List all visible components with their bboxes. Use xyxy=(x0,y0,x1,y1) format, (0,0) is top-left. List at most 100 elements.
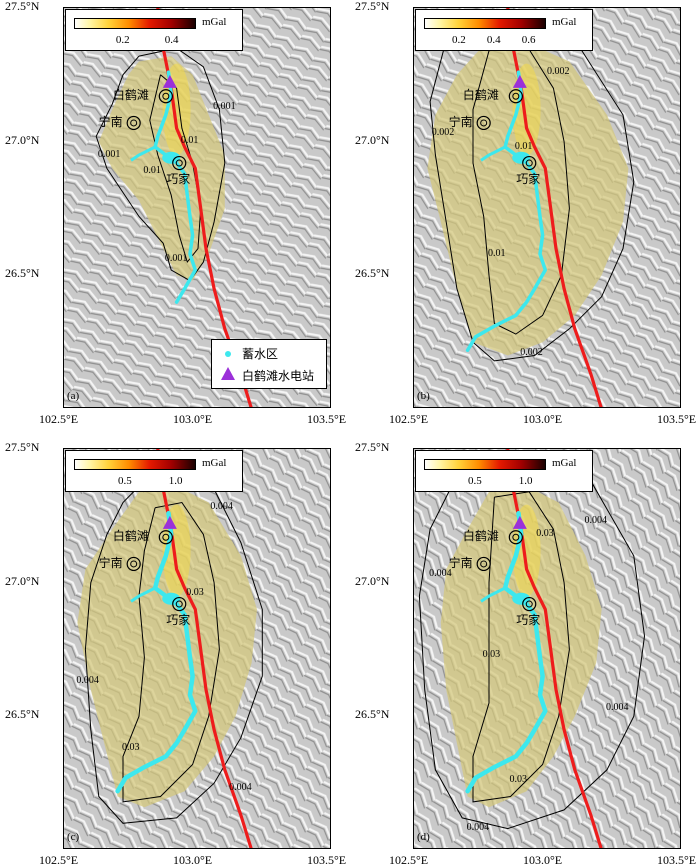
contour-label: 0.001 xyxy=(97,148,121,160)
map-frame xyxy=(413,7,681,408)
contour-line xyxy=(472,44,570,335)
contour-label: 0.001 xyxy=(164,252,188,264)
legend-reservoir-label: 蓄水区 xyxy=(242,347,279,361)
panel-label: (a) xyxy=(67,390,80,402)
colorbar: mGal 0.2 0.4 xyxy=(65,9,243,51)
lat-tick-label: 27.0°N xyxy=(355,132,390,147)
lat-tick-label: 27.5°N xyxy=(5,440,40,454)
panel-label: (d) xyxy=(417,831,430,843)
contour-label: 0.03 xyxy=(509,774,527,786)
map-canvas xyxy=(64,8,330,407)
reservoir-lake xyxy=(162,151,181,164)
colorbar: mGal 0.5 1.0 xyxy=(415,450,593,492)
colorbar: mGal 0.5 1.0 xyxy=(65,450,243,492)
map-canvas xyxy=(414,8,680,407)
place-label-baihetan: 白鹤滩 xyxy=(462,529,499,544)
colorbar-tick-label: 0.5 xyxy=(467,475,482,487)
hydropower-station-marker xyxy=(512,515,527,529)
colorbar-tick-label: 0.4 xyxy=(164,34,179,46)
lon-tick-label: 102.5°E xyxy=(39,853,79,867)
contour-label: 0.01 xyxy=(514,140,533,152)
legend-station-label: 白鹤滩水电站 xyxy=(242,369,315,383)
contour-label: 0.004 xyxy=(210,501,233,513)
contour-line xyxy=(418,459,646,830)
place-label-qiaojia: 巧家 xyxy=(516,613,541,628)
lon-tick-label: 103.0°E xyxy=(173,412,213,426)
colorbar-tick-label: 0.5 xyxy=(117,475,132,487)
contour-label: 0.004 xyxy=(605,701,629,713)
map-frame xyxy=(413,448,681,849)
colorbar-gradient xyxy=(424,459,546,470)
contour-line xyxy=(95,47,226,282)
hydropower-station-marker xyxy=(162,515,177,529)
contour-label: 0.002 xyxy=(520,346,543,358)
lat-tick-label: 26.5°N xyxy=(5,266,40,281)
colorbar-gradient xyxy=(424,18,546,29)
contour-label: 0.004 xyxy=(466,822,490,834)
contour-line xyxy=(122,501,220,803)
panel-label: (c) xyxy=(67,831,80,843)
contour-label: 0.03 xyxy=(482,648,501,660)
place-label-baihetan: 白鹤滩 xyxy=(112,529,149,544)
lat-tick-label: 27.5°N xyxy=(5,0,40,13)
map-canvas xyxy=(64,449,330,848)
contour-line xyxy=(429,20,635,362)
gravity-anomaly-area xyxy=(440,486,602,808)
colorbar-tick-label: 0.2 xyxy=(115,34,130,46)
lon-tick-label: 102.5°E xyxy=(39,412,79,426)
contour-label: 0.03 xyxy=(536,528,554,540)
city-marker xyxy=(172,155,187,171)
place-label-qiaojia: 巧家 xyxy=(166,613,191,628)
lon-tick-label: 103.5°E xyxy=(657,412,697,426)
city-marker xyxy=(522,155,537,171)
place-label-ningnan: 宁南 xyxy=(448,114,473,129)
colorbar-tick-label: 0.6 xyxy=(521,34,536,46)
lon-tick-label: 103.0°E xyxy=(523,853,563,867)
lon-tick-label: 103.0°E xyxy=(523,412,563,426)
reservoir-area xyxy=(153,70,198,304)
legend-reservoir-symbol xyxy=(225,351,231,357)
reservoir-area xyxy=(115,510,198,794)
colorbar-tick-label: 0.4 xyxy=(486,34,501,46)
place-label-ningnan: 宁南 xyxy=(98,114,123,129)
panel-label: (b) xyxy=(417,390,430,402)
colorbar-tick-label: 0.2 xyxy=(451,34,466,46)
place-label-baihetan: 白鹤滩 xyxy=(462,88,499,103)
reservoir-area xyxy=(465,510,548,794)
lon-tick-label: 103.0°E xyxy=(173,853,213,867)
map-frame xyxy=(63,448,331,849)
city-marker xyxy=(158,530,173,545)
colorbar: mGal 0.2 0.4 0.6 xyxy=(415,9,593,51)
lon-tick-label: 103.5°E xyxy=(307,853,347,867)
city-marker xyxy=(522,596,537,612)
lat-tick-label: 27.5°N xyxy=(355,440,390,454)
contour-label: 0.01 xyxy=(143,164,161,176)
colorbar-unit: mGal xyxy=(202,16,227,28)
lat-tick-label: 26.5°N xyxy=(355,266,390,281)
place-label-qiaojia: 巧家 xyxy=(516,172,541,187)
colorbar-gradient xyxy=(74,459,196,470)
reservoir-branch xyxy=(480,586,506,603)
colorbar-unit: mGal xyxy=(552,16,577,28)
lat-tick-label: 27.0°N xyxy=(5,132,40,147)
reservoir-lake xyxy=(162,592,181,605)
contour-label: 0.004 xyxy=(76,675,99,687)
contour-label: 0.03 xyxy=(186,587,204,598)
contour-label: 0.004 xyxy=(584,514,608,526)
city-marker xyxy=(508,89,523,104)
contour-label: 0.03 xyxy=(121,742,140,754)
contour-line xyxy=(472,491,570,803)
gravity-anomaly-area xyxy=(427,40,629,356)
city-marker xyxy=(158,89,173,104)
contour-label: 0.004 xyxy=(429,568,452,580)
lat-tick-label: 27.0°N xyxy=(355,573,390,588)
colorbar-unit: mGal xyxy=(552,457,577,469)
legend: 蓄水区 白鹤滩水电站 xyxy=(211,339,327,389)
colorbar-tick-label: 1.0 xyxy=(168,475,183,487)
reservoir-branch xyxy=(480,145,506,162)
city-marker xyxy=(508,530,523,545)
contour-label: 0.001 xyxy=(213,100,236,112)
city-marker xyxy=(476,556,491,572)
contour-label: 0.002 xyxy=(431,127,455,139)
reservoir-lake xyxy=(512,151,531,164)
